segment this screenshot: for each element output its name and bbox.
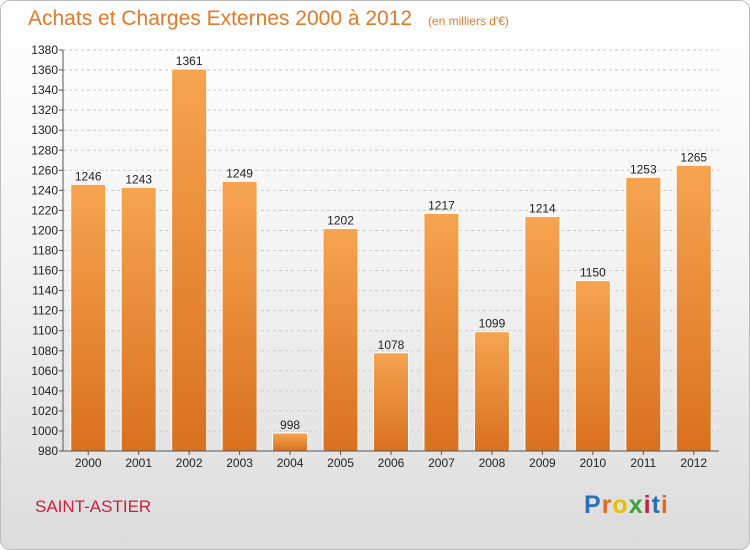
place-name: SAINT-ASTIER xyxy=(35,497,152,516)
y-tick-label: 1080 xyxy=(31,344,58,358)
axes xyxy=(62,50,719,452)
bar xyxy=(675,164,712,452)
bar xyxy=(625,176,662,452)
bar xyxy=(272,432,309,452)
x-tick-label: 2008 xyxy=(479,456,506,470)
y-tick-label: 1240 xyxy=(31,183,58,197)
y-tick-label: 1020 xyxy=(31,404,58,418)
bar-value-label: 1214 xyxy=(529,201,556,215)
logo-letter: o xyxy=(612,491,629,519)
bar xyxy=(171,68,208,452)
bar xyxy=(574,280,611,452)
y-tick-label: 1380 xyxy=(31,43,58,57)
logo-letter: P xyxy=(584,491,602,519)
bar xyxy=(373,352,409,452)
x-tick-label: 2007 xyxy=(428,456,455,470)
x-tick-label: 2004 xyxy=(277,456,304,470)
bar-value-label: 1202 xyxy=(327,213,354,227)
logo-letter: r xyxy=(601,491,613,519)
bar xyxy=(221,180,258,452)
y-tick-label: 1140 xyxy=(32,284,58,298)
bar-value-label: 1265 xyxy=(680,150,707,164)
y-tick-label: 1060 xyxy=(31,364,58,378)
y-tick-label: 1040 xyxy=(31,384,58,398)
x-tick-label: 2003 xyxy=(226,456,253,470)
y-tick-label: 1200 xyxy=(31,223,58,237)
chart-title: Achats et Charges Externes 2000 à 2012 (… xyxy=(28,7,509,31)
bar-value-label: 1361 xyxy=(176,54,203,68)
x-axis-ticks: 2000 2001 2002 2003 2004 2005 2006 2007 2008 2009… xyxy=(75,451,707,470)
x-tick-label: 2005 xyxy=(327,456,354,470)
x-tick-label: 2010 xyxy=(579,456,606,470)
logo-letter: i xyxy=(643,491,652,519)
chart-title-text: Achats et Charges Externes 2000 à 2012 xyxy=(28,7,413,30)
bar xyxy=(524,215,561,452)
x-tick-label: 2006 xyxy=(378,456,405,470)
x-tick-label: 2001 xyxy=(125,456,152,470)
x-tick-label: 2011 xyxy=(630,456,656,470)
y-tick-label: 1280 xyxy=(31,143,58,157)
bar-value-label: 1078 xyxy=(378,338,405,352)
y-tick-label: 1360 xyxy=(31,63,58,77)
bar xyxy=(423,212,460,452)
logo-letter: x xyxy=(628,491,644,519)
bar-value-label: 1243 xyxy=(125,172,152,186)
bar-value-label: 998 xyxy=(280,418,300,432)
bar xyxy=(70,183,107,452)
bar xyxy=(322,227,359,452)
y-tick-label: 1260 xyxy=(31,163,58,177)
y-tick-label: 1340 xyxy=(31,83,58,97)
value-labels: 1246 1243 1361 1249 998 1202 1078 1217 1099 1214 1… xyxy=(75,54,708,432)
logo-letter: t xyxy=(651,491,661,519)
bar-value-label: 1217 xyxy=(428,198,455,212)
bar-value-label: 1253 xyxy=(630,162,657,176)
x-tick-label: 2012 xyxy=(680,456,707,470)
y-tick-label: 1180 xyxy=(32,244,58,258)
bars xyxy=(70,68,712,452)
bar xyxy=(120,186,157,452)
y-tick-label: 1300 xyxy=(31,123,58,137)
bar-value-label: 1099 xyxy=(479,317,506,331)
x-tick-label: 2000 xyxy=(75,456,102,470)
y-tick-label: 1160 xyxy=(32,264,58,278)
bar xyxy=(473,331,510,452)
y-tick-label: 1120 xyxy=(32,304,58,318)
y-tick-label: 1220 xyxy=(31,203,58,217)
x-tick-label: 2009 xyxy=(529,456,556,470)
y-axis-ticks: 980 1000 1020 1040 1060 1080 1100 1120 1140 1160 1… xyxy=(31,43,63,458)
y-tick-label: 980 xyxy=(38,444,58,458)
y-tick-label: 1000 xyxy=(31,424,58,438)
chart-subtitle: (en milliers d'€) xyxy=(427,14,509,28)
logo-letter: i xyxy=(660,491,669,519)
y-tick-label: 1320 xyxy=(31,103,58,117)
y-tick-label: 1100 xyxy=(32,324,58,338)
bar-value-label: 1150 xyxy=(580,266,606,280)
proxiti-logo[interactable]: Proxiti xyxy=(584,491,669,520)
bar-value-label: 1246 xyxy=(75,169,102,183)
bar-value-label: 1249 xyxy=(226,166,253,180)
x-tick-label: 2002 xyxy=(176,456,203,470)
